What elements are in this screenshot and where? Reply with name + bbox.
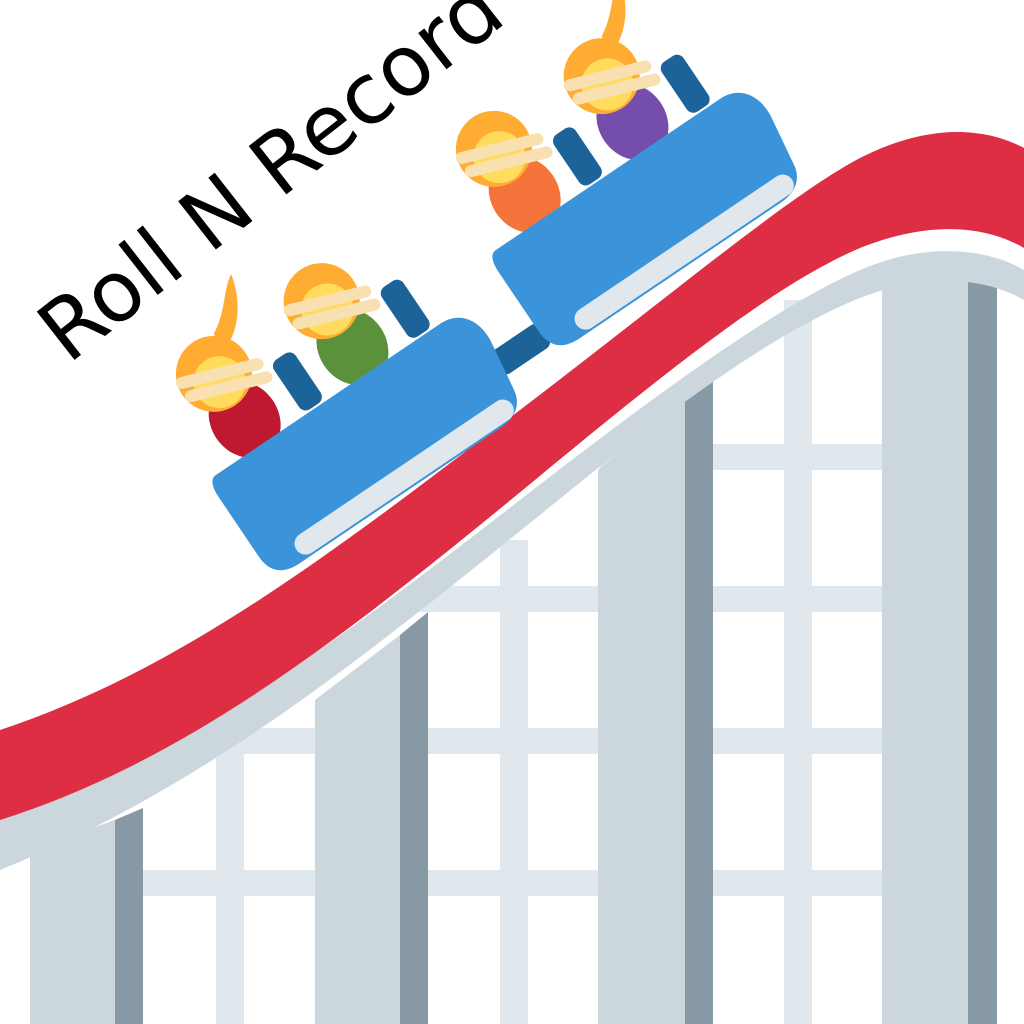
track-underside <box>0 251 1024 870</box>
track-red <box>0 132 1024 820</box>
support-columns <box>30 262 997 1024</box>
rider <box>175 274 281 458</box>
rider <box>563 0 669 160</box>
coaster-car-front <box>175 263 517 571</box>
coaster-car-rear <box>455 0 797 375</box>
rider <box>455 110 561 233</box>
rider <box>283 263 389 385</box>
